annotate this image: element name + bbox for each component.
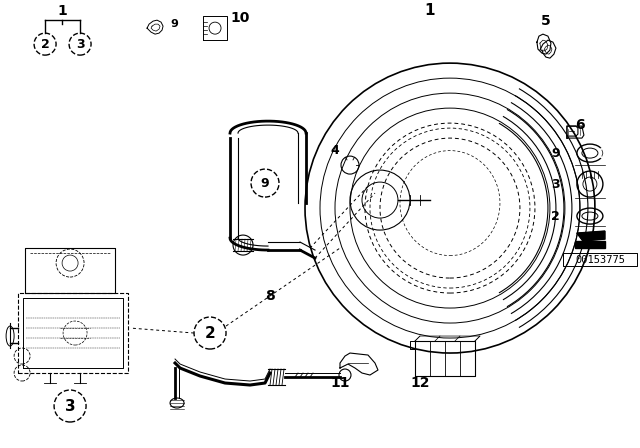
Text: 3: 3 [65, 399, 76, 414]
Text: 1: 1 [425, 3, 435, 17]
Text: 12: 12 [410, 376, 429, 390]
Text: 00153775: 00153775 [575, 255, 625, 265]
Text: 9: 9 [260, 177, 269, 190]
Text: 3: 3 [551, 177, 560, 190]
Text: 6: 6 [575, 118, 585, 132]
Text: 2: 2 [41, 38, 49, 51]
Text: 11: 11 [330, 376, 349, 390]
Text: 10: 10 [230, 11, 250, 25]
Text: 5: 5 [541, 14, 551, 28]
Text: 9: 9 [551, 146, 560, 159]
Text: 2: 2 [551, 210, 560, 223]
Text: 8: 8 [265, 289, 275, 303]
Text: 1: 1 [57, 4, 67, 18]
Polygon shape [575, 241, 605, 248]
Text: 2: 2 [205, 326, 216, 340]
Text: 4: 4 [331, 144, 339, 157]
Polygon shape [577, 231, 605, 241]
Text: 9: 9 [170, 19, 178, 29]
Text: 3: 3 [76, 38, 84, 51]
